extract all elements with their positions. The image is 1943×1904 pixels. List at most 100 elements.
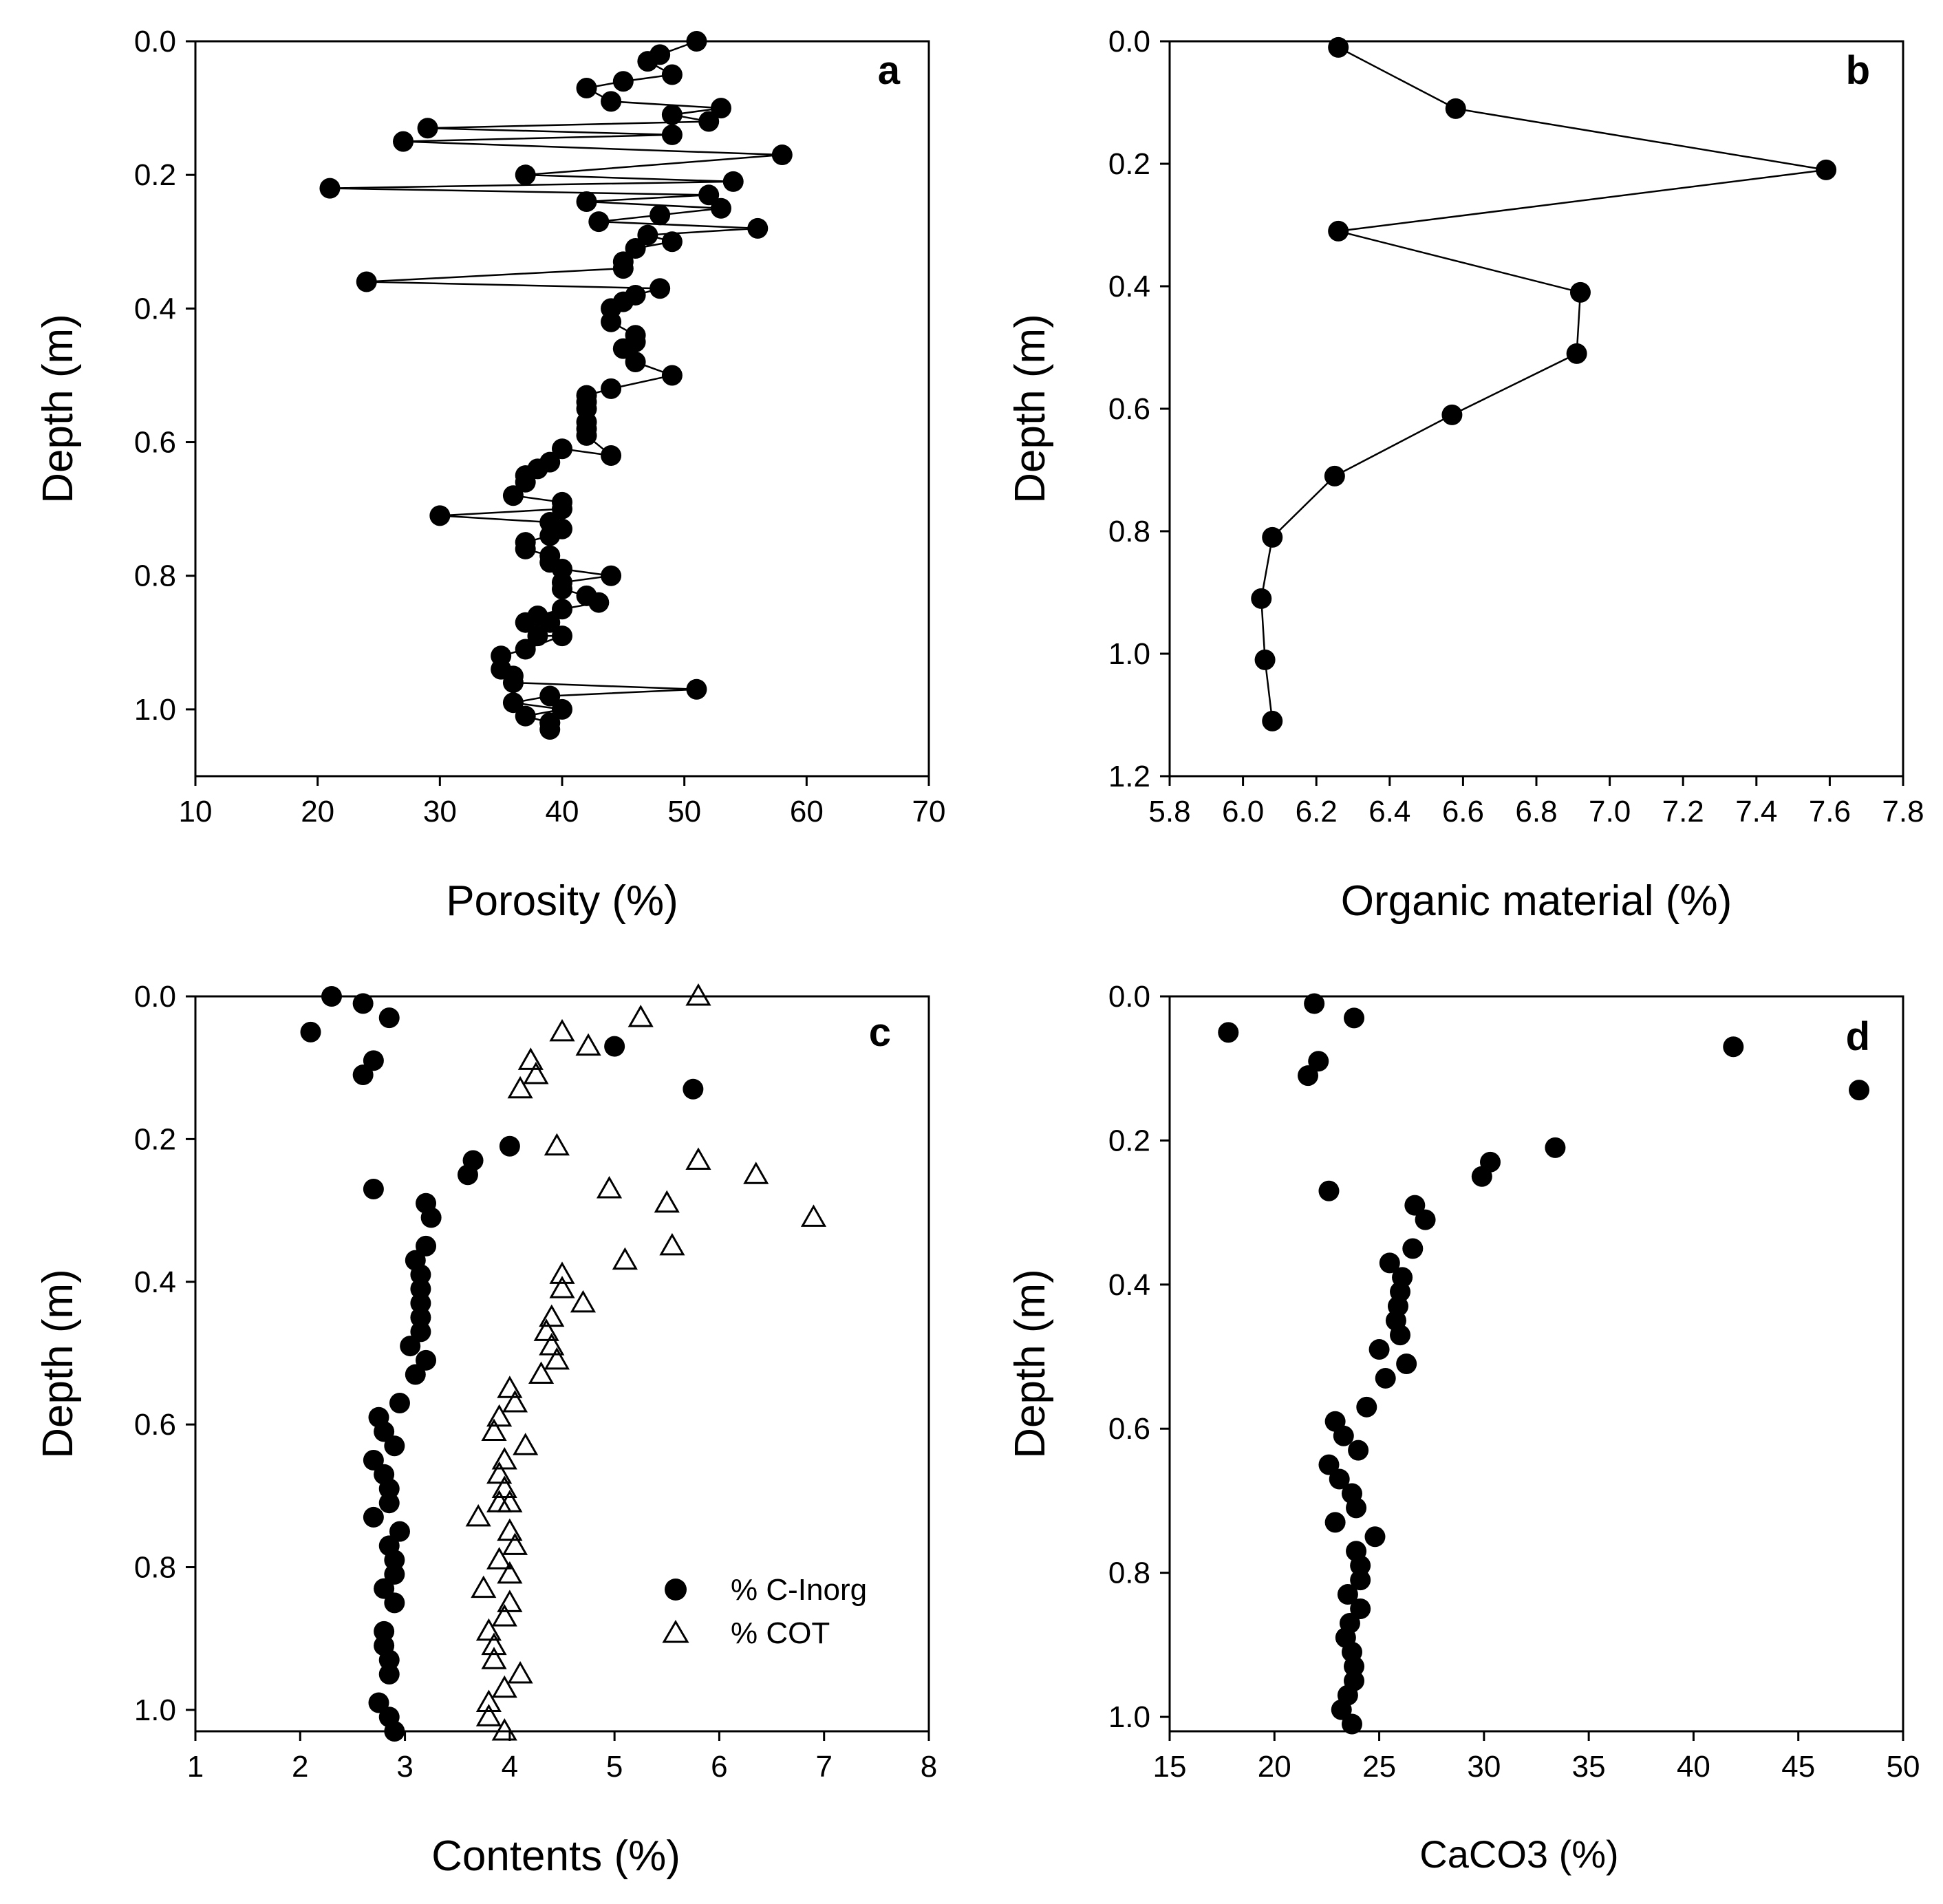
panel-d-data-point <box>1350 1598 1371 1619</box>
panel-c-point-cot <box>549 1276 575 1298</box>
panel-d-y-tick-label: 1.0 <box>1108 1700 1150 1734</box>
panel-a-data-point <box>393 131 414 152</box>
panel-a-data-point <box>319 178 341 199</box>
panel-d-frame <box>1168 995 1904 1733</box>
panel-a-data-point <box>601 565 622 586</box>
panel-b-x-tick-label: 6.8 <box>1515 795 1557 828</box>
panel-b-data-point <box>1328 36 1349 58</box>
panel-b-frame <box>1168 40 1904 778</box>
panel-a-data-point <box>661 104 683 125</box>
panel-b-ylabel: Depth (m) <box>1007 314 1054 504</box>
panel-b-y-tick-label: 0.2 <box>1108 147 1150 181</box>
panel-c-x-tick-label: 7 <box>815 1750 832 1784</box>
panel-a-data-point <box>722 171 744 192</box>
panel-d-y-tick-label: 0.6 <box>1108 1412 1150 1446</box>
panel-d-data-point <box>1333 1425 1354 1446</box>
panel-c-point-cot <box>497 1518 523 1541</box>
panel-d-data-point <box>1390 1325 1411 1346</box>
panel-a-data-point <box>661 231 683 253</box>
panel-c-point-cot <box>517 1047 544 1070</box>
panel-a-data-point <box>661 64 683 85</box>
panel-d: 15 20 25 30 35 40 45 50 0.0 0.2 0.4 0.6 0.8 1.0 d CaC… <box>1007 980 1920 1876</box>
panel-c-data-point <box>389 1521 410 1542</box>
panel-a-data-point <box>612 338 634 359</box>
panel-d-x-tick-label: 15 <box>1153 1750 1187 1784</box>
panel-a-data-point <box>650 204 671 226</box>
legend-marker-cot <box>662 1620 689 1643</box>
panel-c-point-cot <box>513 1433 539 1455</box>
panel-c-point-cot <box>523 1062 549 1084</box>
panel-c-ylabel: Depth (m) <box>34 1269 82 1459</box>
panel-a-data-point <box>515 612 536 633</box>
panel-d-data-point <box>1344 1656 1365 1677</box>
panel-c-data-point <box>352 1065 374 1086</box>
panel-a-y-tick-label: 0.0 <box>134 25 176 58</box>
panel-b-data-point <box>1262 526 1283 548</box>
panel-a-data-point <box>552 625 572 647</box>
panel-c-data-point <box>384 1592 405 1614</box>
panel-c-data-point <box>410 1264 431 1285</box>
panel-b-y-tick-label: 0.0 <box>1108 25 1150 58</box>
panel-c-point-cot <box>502 1532 528 1555</box>
panel-d-data-point <box>1375 1367 1396 1389</box>
legend-marker-c-inorg <box>665 1579 687 1601</box>
panel-b-x-tick-label: 6.2 <box>1296 795 1338 828</box>
panel-b-data-point <box>1251 588 1272 609</box>
panel-b-y-tick-label: 1.2 <box>1108 760 1150 793</box>
panel-c-y-tick-label: 0.6 <box>134 1408 176 1442</box>
panel-a-data-point <box>661 365 683 386</box>
panel-a-data-point <box>650 278 671 299</box>
panel-a-data-point <box>576 425 597 446</box>
panel-c-point-cot <box>743 1162 769 1184</box>
panel-c-data-point <box>416 1349 437 1371</box>
panel-c-data-point <box>374 1620 395 1642</box>
panel-a-data-point <box>417 118 438 139</box>
panel-c-xlabel: Contents (%) <box>431 1832 680 1880</box>
panel-a-data-point <box>771 145 793 166</box>
panel-a-data-point <box>552 579 572 600</box>
panel-a-data-point <box>539 612 561 633</box>
legend-label-c-inorg: % C-Inorg <box>731 1573 867 1607</box>
panel-c-point-cot <box>481 1647 507 1669</box>
panel-b-x-tick-label: 7.4 <box>1735 795 1777 828</box>
panel-c-point-cot <box>475 1704 502 1726</box>
panel-a-data-point <box>515 639 536 660</box>
panel-b-data-point <box>1254 649 1276 670</box>
panel-d-axes: 15 20 25 30 35 40 45 50 0.0 0.2 0.4 0.6 0.8 1.0 <box>1108 980 1920 1784</box>
panel-d-marks <box>1218 993 1870 1735</box>
panel-b-xlabel: Organic material (%) <box>1341 877 1732 925</box>
panel-a-y-tick-label: 0.8 <box>134 559 176 593</box>
panel-c-data-point <box>410 1292 431 1314</box>
panel-b-data-point <box>1441 404 1463 425</box>
panel-d-x-tick-label: 40 <box>1677 1750 1710 1784</box>
panel-b-series-line <box>1260 46 1827 722</box>
panel-c-data-point <box>416 1235 437 1256</box>
panel-a-data-point <box>637 224 658 246</box>
panel-b-x-tick-label: 7.2 <box>1662 795 1704 828</box>
panel-c-point-cot <box>612 1247 638 1270</box>
panel-a-data-point <box>515 538 536 559</box>
panel-c-point-cot <box>491 1675 517 1698</box>
panel-c-point-cot <box>549 1261 575 1284</box>
panel-a-x-tick-label: 30 <box>423 795 457 828</box>
panel-c-point-cot <box>654 1190 680 1213</box>
panel-c-point-cot <box>549 1018 575 1042</box>
panel-c-y-tick-label: 0.4 <box>134 1265 176 1299</box>
panel-c-data-point <box>363 1178 384 1199</box>
panel-c-data-point <box>374 1421 395 1442</box>
panel-b-x-tick-label: 7.6 <box>1809 795 1851 828</box>
panel-a-data-point <box>747 217 769 239</box>
panel-d-data-point <box>1218 1022 1239 1043</box>
panel-a-data-point <box>601 445 622 466</box>
panel-c-marks <box>300 983 827 1742</box>
panel-c-data-point <box>389 1393 410 1414</box>
panel-b-y-tick-label: 1.0 <box>1108 637 1150 671</box>
panel-d-y-tick-label: 0.2 <box>1108 1124 1150 1157</box>
panel-c-x-tick-label: 4 <box>502 1750 518 1784</box>
panel-a-y-tick-label: 0.4 <box>134 292 176 325</box>
panel-a-data-point <box>698 184 720 206</box>
panel-a-y-tick-label: 0.6 <box>134 426 176 460</box>
panel-c-point-cot <box>539 1304 565 1327</box>
panel-c-point-cot <box>486 1461 513 1484</box>
